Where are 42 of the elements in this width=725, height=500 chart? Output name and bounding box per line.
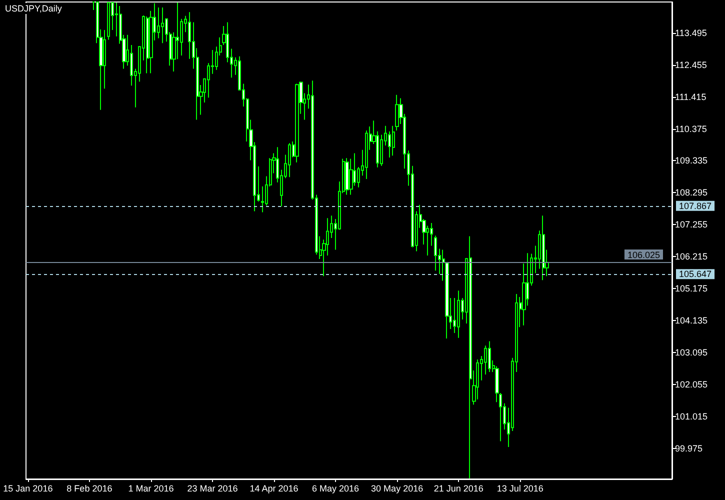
- x-tick-label: 23 Mar 2016: [187, 484, 238, 494]
- candlestick: [345, 158, 349, 196]
- x-tick-label: 6 May 2016: [312, 484, 360, 494]
- chart-title: USDJPY,Daily: [5, 4, 62, 14]
- candlestick: [542, 215, 545, 281]
- y-tick-label: 107.255: [675, 220, 708, 230]
- candlestick: [392, 125, 395, 156]
- y-tick-label: 102.055: [675, 379, 708, 390]
- candlestick: [434, 235, 437, 272]
- y-tick-label: 106.215: [675, 252, 708, 262]
- candlestick: [395, 94, 399, 131]
- x-tick-label: 21 Jun 2016: [434, 484, 484, 494]
- y-tick-label: 104.135: [675, 316, 708, 326]
- x-tick-label: 8 Feb 2016: [66, 484, 112, 494]
- y-tick-label: 109.335: [675, 156, 708, 166]
- ref-line-label: 105.647: [679, 269, 712, 280]
- candlestick: [488, 340, 491, 373]
- candlestick: [442, 249, 445, 282]
- candlestick: [107, 2, 110, 40]
- y-tick-label: 108.295: [675, 188, 708, 198]
- candlestick: [295, 83, 299, 163]
- y-tick-label: 105.175: [675, 284, 708, 294]
- candlestick: [157, 7, 160, 39]
- y-tick-label: 113.495: [675, 28, 707, 38]
- candlestick: [445, 262, 449, 340]
- x-tick-label: 13 Jul 2016: [496, 484, 544, 494]
- candlestick: [457, 290, 460, 338]
- ref-line-label: 107.867: [679, 200, 712, 211]
- candlestick: [288, 142, 291, 178]
- x-tick-label: 1 Mar 2016: [128, 484, 174, 494]
- y-tick-label: 99.975: [675, 443, 703, 454]
- ref-line-label: 106.025: [627, 250, 660, 260]
- y-tick-label: 101.015: [675, 411, 708, 422]
- y-tick-label: 111.415: [675, 92, 706, 102]
- candlestick: [161, 7, 164, 44]
- x-tick-label: 14 Apr 2016: [250, 484, 298, 494]
- x-tick-label: 15 Jan 2016: [3, 484, 53, 494]
- x-tick-label: 30 May 2016: [371, 484, 424, 494]
- y-tick-label: 103.095: [675, 348, 708, 358]
- y-tick-label: 112.455: [675, 60, 707, 70]
- y-tick-label: 110.375: [675, 124, 707, 134]
- candlestick: [365, 130, 368, 180]
